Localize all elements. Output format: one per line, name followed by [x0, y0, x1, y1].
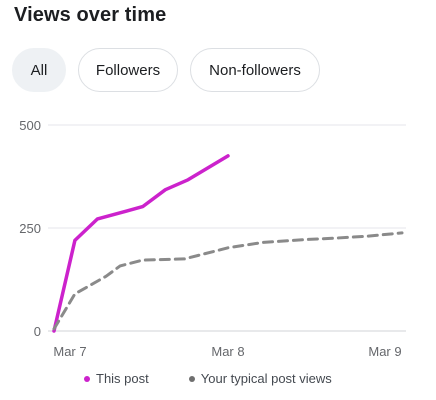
legend-item-this-post: This post — [84, 371, 149, 386]
legend-label-typical: Your typical post views — [200, 371, 332, 386]
y-tick-label-500: 500 — [19, 118, 41, 133]
x-tick-label-0: Mar 7 — [53, 344, 86, 359]
chart-title: Views over time — [14, 4, 167, 26]
legend-item-typical: Your typical post views — [188, 371, 332, 386]
series-line-this-post — [52, 154, 230, 333]
legend-label-this-post: This post — [96, 371, 149, 386]
chart-legend: This post Your typical post views — [84, 371, 372, 386]
filter-followers-button[interactable]: Followers — [78, 48, 178, 92]
y-tick-label-250: 250 — [19, 221, 41, 236]
filter-non-followers-button[interactable]: Non-followers — [190, 48, 320, 92]
legend-dot-this-post — [84, 375, 90, 382]
x-tick-label-1: Mar 8 — [211, 344, 244, 359]
audience-filter-tabs: All Followers Non-followers — [12, 48, 320, 92]
filter-all-button[interactable]: All — [12, 48, 66, 92]
x-tick-label-2: Mar 9 — [368, 344, 401, 359]
series-line-typical — [52, 231, 404, 331]
legend-dot-typical — [188, 375, 195, 382]
y-tick-label-0: 0 — [34, 324, 41, 339]
